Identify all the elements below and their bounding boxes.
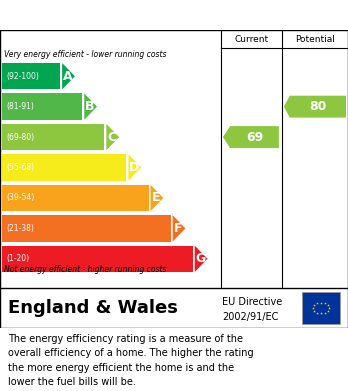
Bar <box>302 292 340 324</box>
Text: (1-20): (1-20) <box>6 254 29 263</box>
Text: 80: 80 <box>309 100 326 113</box>
Polygon shape <box>62 63 75 90</box>
Text: The energy efficiency rating is a measure of the
overall efficiency of a home. T: The energy efficiency rating is a measur… <box>8 334 254 387</box>
Bar <box>2 63 60 90</box>
Text: (55-68): (55-68) <box>6 163 34 172</box>
Text: A: A <box>63 70 73 83</box>
Polygon shape <box>106 124 119 150</box>
Text: D: D <box>129 161 139 174</box>
Text: (92-100): (92-100) <box>6 72 39 81</box>
Text: Current: Current <box>234 34 269 43</box>
Text: England & Wales: England & Wales <box>8 299 178 317</box>
Text: (39-54): (39-54) <box>6 194 34 203</box>
Text: E: E <box>152 192 160 204</box>
Text: EU Directive: EU Directive <box>222 297 282 307</box>
Bar <box>2 154 126 181</box>
Text: (21-38): (21-38) <box>6 224 34 233</box>
Text: F: F <box>174 222 183 235</box>
Text: B: B <box>85 100 95 113</box>
Text: 69: 69 <box>246 131 263 143</box>
Text: Potential: Potential <box>295 34 335 43</box>
Text: Energy Efficiency Rating: Energy Efficiency Rating <box>8 7 229 23</box>
Bar <box>2 215 171 242</box>
Polygon shape <box>84 93 97 120</box>
Polygon shape <box>128 154 141 181</box>
Text: 2002/91/EC: 2002/91/EC <box>222 312 278 322</box>
Text: Very energy efficient - lower running costs: Very energy efficient - lower running co… <box>4 50 166 59</box>
Bar <box>2 124 104 150</box>
Polygon shape <box>173 215 185 242</box>
Polygon shape <box>195 246 207 272</box>
Text: C: C <box>108 131 117 143</box>
Bar <box>2 93 82 120</box>
Polygon shape <box>284 96 346 118</box>
Bar <box>2 185 149 211</box>
Bar <box>2 246 193 272</box>
Text: Not energy efficient - higher running costs: Not energy efficient - higher running co… <box>4 265 166 274</box>
Polygon shape <box>151 185 163 211</box>
Text: G: G <box>195 252 206 265</box>
Polygon shape <box>223 126 279 148</box>
Text: (81-91): (81-91) <box>6 102 34 111</box>
Text: (69-80): (69-80) <box>6 133 34 142</box>
